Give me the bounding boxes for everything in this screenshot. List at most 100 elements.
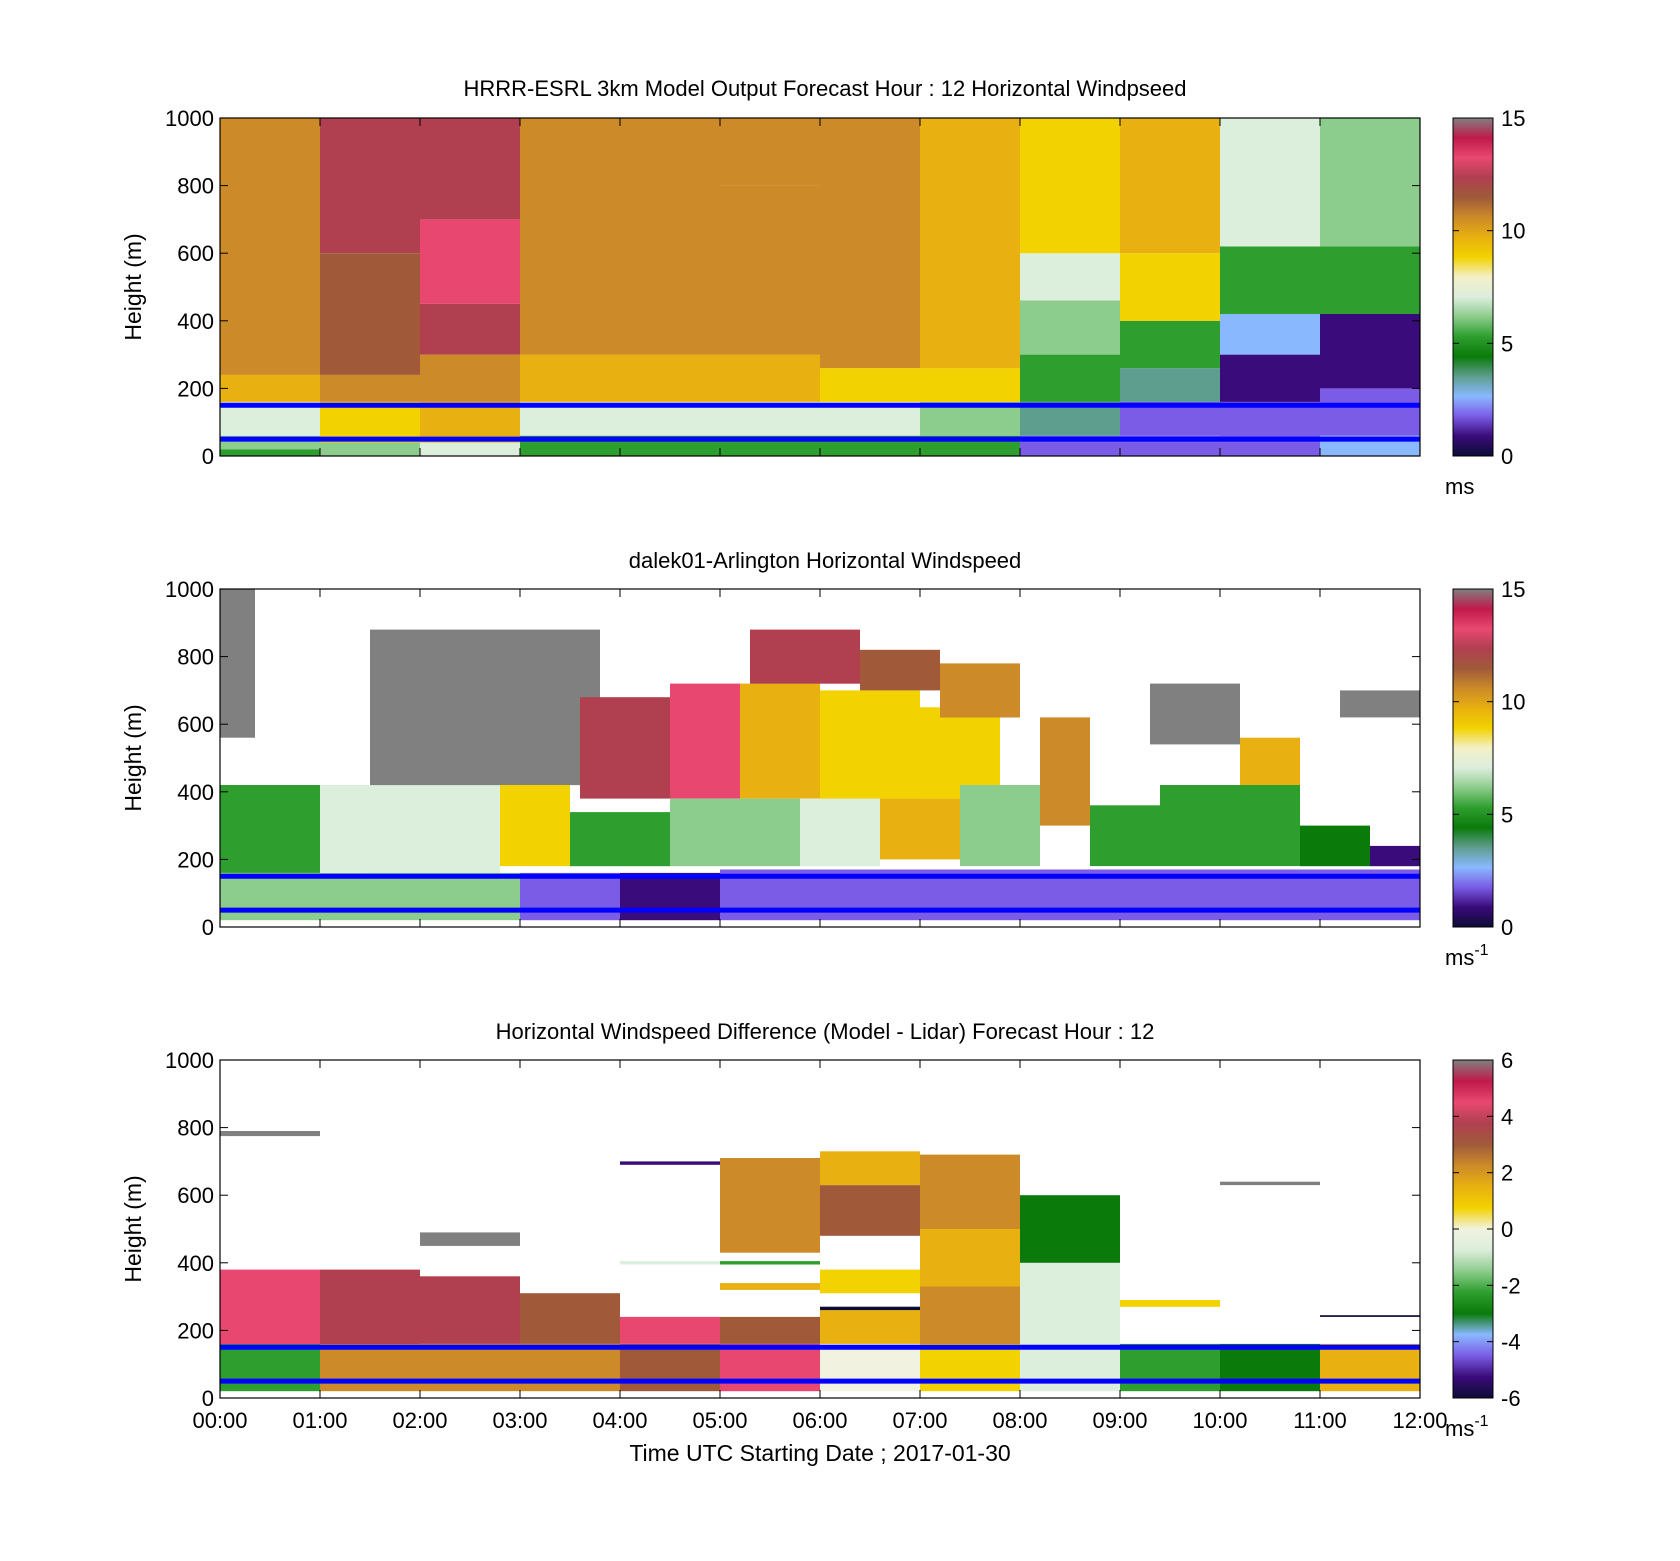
panel-title: Horizontal Windspeed Difference (Model -… <box>496 1019 1155 1044</box>
colorbar-tick-label: 15 <box>1501 577 1525 602</box>
colorbar-tick-label: -6 <box>1501 1386 1521 1411</box>
heatmap-cell <box>1120 1343 1220 1392</box>
y-axis-label: Height (m) <box>120 233 146 340</box>
heatmap-cell <box>820 690 920 799</box>
heatmap-cell <box>520 1293 620 1344</box>
heatmap-cell <box>580 697 670 799</box>
y-tick-label: 800 <box>177 174 214 199</box>
x-tick-label: 12:00 <box>1392 1408 1447 1433</box>
colorbar-tick-label: -4 <box>1501 1330 1521 1355</box>
y-tick-label: 200 <box>177 847 214 872</box>
heatmap-cell <box>740 683 820 799</box>
colorbar-tick-label: 5 <box>1501 331 1513 356</box>
y-tick-label: 200 <box>177 1318 214 1343</box>
heatmap-cell <box>620 1343 720 1392</box>
y-tick-label: 1000 <box>165 106 214 131</box>
heatmap-cell <box>220 449 320 456</box>
heatmap-cell <box>720 1261 820 1265</box>
x-tick-label: 04:00 <box>592 1408 647 1433</box>
heatmap-cell <box>1300 825 1370 867</box>
x-tick-marks <box>219 1060 1421 1398</box>
colorbar-tick-label: 2 <box>1501 1161 1513 1186</box>
heatmap-cell <box>1220 246 1320 314</box>
heatmap-cell <box>920 1229 1020 1287</box>
heatmap-cell <box>1020 1262 1120 1344</box>
heatmap-cell <box>720 1343 820 1392</box>
x-tick-labels: 00:00 01:00 02:00 03:00 04:00 05:00 06:00 07:00… <box>192 1408 1447 1433</box>
panel-model: HRRR-ESRL 3km Model Output Forecast Hour… <box>120 76 1525 499</box>
heatmap-cell <box>720 118 820 186</box>
colorbar-unit: ms <box>1445 474 1474 499</box>
colorbar-tick-label: 0 <box>1501 444 1513 469</box>
colorbar-tick-label: -2 <box>1501 1273 1521 1298</box>
heatmap-cell <box>320 118 420 254</box>
heatmap-cell <box>220 374 320 402</box>
heatmap-cell <box>1220 1181 1320 1186</box>
y-tick-label: 0 <box>202 1386 214 1411</box>
heatmap-cell <box>620 118 720 355</box>
y-tick-label: 600 <box>177 241 214 266</box>
heatmap-cell <box>220 1343 320 1392</box>
heatmap-cell <box>520 118 620 355</box>
heatmap-cell <box>370 629 600 786</box>
heatmap-cell <box>320 785 500 873</box>
heatmap-cell <box>220 1269 320 1344</box>
y-tick-label: 400 <box>177 1251 214 1276</box>
x-tick-label: 02:00 <box>392 1408 447 1433</box>
heatmap-cell <box>1320 314 1420 389</box>
heatmap-cell <box>720 1283 820 1290</box>
heatmap-cell <box>420 442 520 456</box>
x-tick-label: 10:00 <box>1192 1408 1247 1433</box>
x-tick-marks <box>219 118 1421 456</box>
heatmap-cell <box>720 1316 820 1344</box>
heatmap-cell <box>1160 785 1300 867</box>
heatmap-cell <box>920 1154 1020 1229</box>
panel-title: HRRR-ESRL 3km Model Output Forecast Hour… <box>463 76 1186 101</box>
heatmap-cell <box>920 368 1020 402</box>
heatmap-cell <box>1020 354 1120 402</box>
heatmap-cell <box>1120 1300 1220 1307</box>
panel-lidar: dalek01-Arlington Horizontal Windspeed 0… <box>120 548 1525 970</box>
heatmap-cell <box>1120 118 1220 254</box>
heatmap-cell <box>420 354 520 402</box>
y-tick-label: 1000 <box>165 577 214 602</box>
heatmap-cell <box>1020 118 1120 254</box>
heatmap-cell <box>420 1276 520 1344</box>
heatmap-cell <box>720 1215 820 1253</box>
x-tick-marks <box>219 589 1421 927</box>
heatmap-cell <box>920 118 1020 369</box>
heatmap-cell <box>920 707 1000 799</box>
heatmap-cell <box>1240 737 1300 785</box>
colorbar-tick-label: 10 <box>1501 690 1525 715</box>
colorbar-gradient <box>1452 588 1494 928</box>
heatmap-cell <box>570 812 670 867</box>
colorbar-tick-label: 5 <box>1501 802 1513 827</box>
heatmap-cell <box>220 1131 320 1137</box>
heatmap-cell <box>750 629 860 684</box>
heatmap-cell <box>1120 368 1220 402</box>
heatmap-cell <box>1220 314 1320 355</box>
colorbar-unit: ms-1 <box>1445 1413 1489 1441</box>
x-tick-label: 09:00 <box>1092 1408 1147 1433</box>
x-tick-label: 06:00 <box>792 1408 847 1433</box>
colorbar-unit-exponent: -1 <box>1474 1413 1488 1430</box>
heatmap-cell <box>320 442 420 456</box>
y-axis: 0 200 400 600 800 1000 <box>165 1048 1420 1411</box>
heatmap-cell <box>1150 683 1240 745</box>
heatmap-cell <box>820 1306 920 1311</box>
y-tick-label: 1000 <box>165 1048 214 1073</box>
heatmap-cell <box>720 1158 820 1216</box>
heatmap-cell <box>320 1343 420 1392</box>
heatmap-cell <box>420 219 520 304</box>
colorbar-gradient <box>1452 1059 1494 1399</box>
y-tick-label: 400 <box>177 780 214 805</box>
x-tick-label: 05:00 <box>692 1408 747 1433</box>
heatmap-cell <box>420 1232 520 1246</box>
heatmap-cell <box>220 785 320 873</box>
heatmap-cell <box>860 649 940 691</box>
heatmap-cell <box>820 1269 920 1294</box>
x-tick-label: 08:00 <box>992 1408 1047 1433</box>
y-axis-label: Height (m) <box>120 704 146 811</box>
heatmap-cell <box>220 118 320 375</box>
